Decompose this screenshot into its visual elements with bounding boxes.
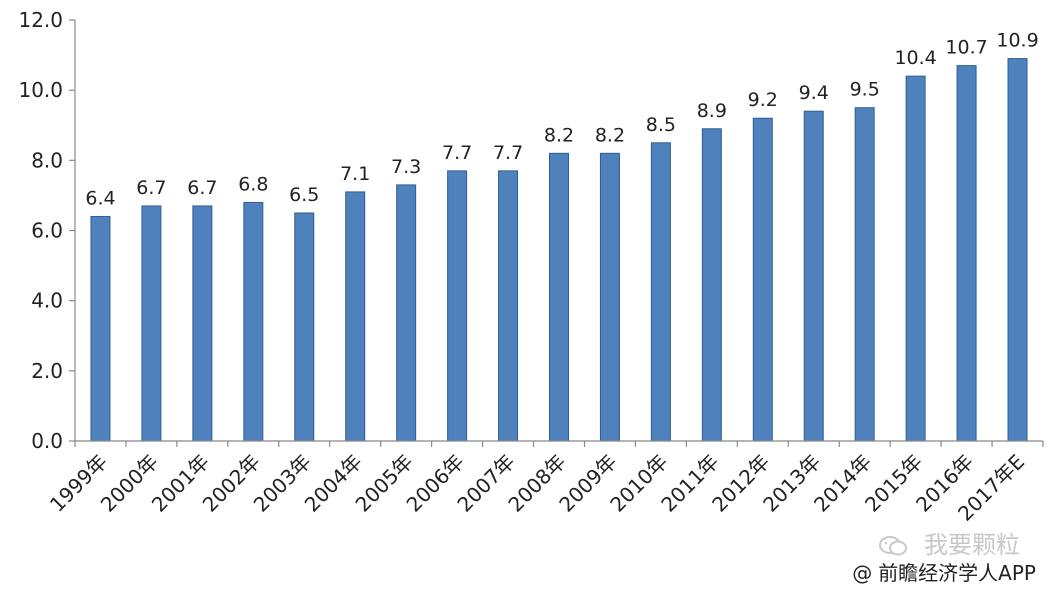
bar — [294, 212, 315, 442]
bar — [447, 170, 468, 442]
data-label: 6.7 — [187, 177, 217, 199]
watermark-source-text: 前瞻经济学人APP — [878, 561, 1036, 585]
x-axis: 1999年2000年2001年2002年2003年2004年2005年2006年… — [45, 440, 1044, 526]
data-label: 8.2 — [595, 124, 625, 146]
y-tick-label: 6.0 — [31, 219, 63, 243]
y-tick-label: 2.0 — [31, 359, 63, 383]
bar — [854, 107, 875, 442]
data-label: 6.4 — [85, 187, 115, 209]
y-axis: 0.0 2.0 4.0 6.0 8.0 10.0 12.0 — [18, 8, 76, 453]
bar — [650, 142, 671, 442]
data-label: 8.9 — [697, 100, 727, 122]
bar — [1007, 58, 1028, 442]
data-label: 7.1 — [340, 163, 370, 185]
data-label: 6.5 — [289, 184, 319, 206]
data-label: 10.9 — [996, 30, 1038, 52]
data-label: 6.7 — [136, 177, 166, 199]
data-label: 7.7 — [442, 142, 472, 164]
data-label: 10.7 — [945, 37, 987, 59]
watermark-stamp: 我要颗粒 — [878, 525, 1020, 560]
bar — [752, 117, 773, 442]
data-label: 7.7 — [493, 142, 523, 164]
data-label: 9.5 — [850, 79, 880, 101]
y-tick-label: 12.0 — [18, 8, 63, 32]
y-tick-label: 8.0 — [31, 148, 63, 172]
data-labels: 6.4 6.7 6.7 6.8 6.5 7.1 7.3 7.7 7.7 8.2 8.2 8.5 8.9 9… — [85, 30, 1038, 210]
at-symbol: @ — [852, 561, 873, 585]
data-label: 9.2 — [748, 89, 778, 111]
y-tick-label: 4.0 — [31, 289, 63, 313]
bar — [90, 215, 111, 442]
bar — [396, 184, 417, 442]
wechat-icon — [879, 536, 908, 556]
bar — [701, 128, 722, 442]
data-label: 8.5 — [646, 114, 676, 136]
data-label: 8.2 — [544, 124, 574, 146]
bar — [803, 110, 824, 442]
watermark-source: @ 前瞻经济学人APP — [852, 557, 1036, 586]
data-label: 10.4 — [894, 47, 936, 69]
bar — [498, 170, 519, 442]
data-label: 9.4 — [799, 82, 829, 104]
bar — [599, 152, 620, 442]
bar — [141, 205, 162, 442]
bars — [90, 58, 1028, 442]
data-label: 6.8 — [238, 173, 268, 195]
bar — [243, 201, 264, 442]
bar — [905, 75, 926, 442]
bar — [549, 152, 569, 442]
y-tick-label: 10.0 — [18, 78, 63, 102]
bar — [956, 65, 977, 442]
data-label: 7.3 — [391, 156, 421, 178]
y-tick-label: 0.0 — [31, 429, 63, 453]
watermark-stamp-text: 我要颗粒 — [924, 531, 1020, 559]
bar — [345, 191, 366, 442]
bar — [192, 205, 213, 442]
